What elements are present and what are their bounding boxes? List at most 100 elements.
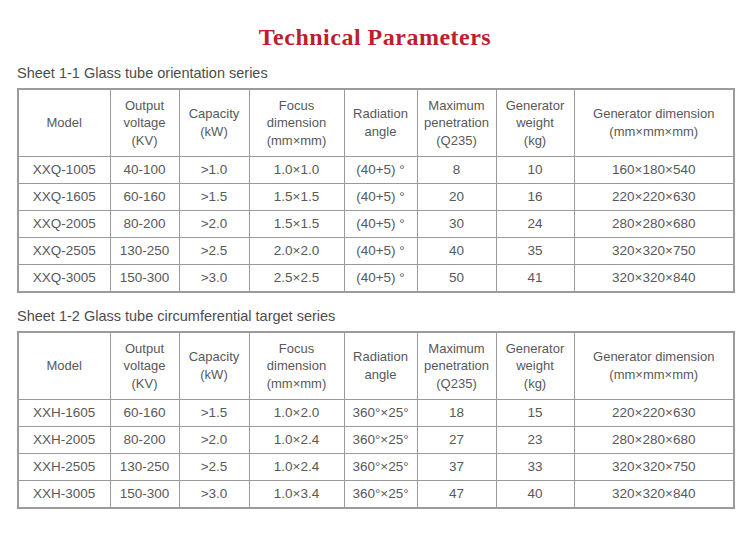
table-cell: 130-250 (110, 454, 179, 481)
column-header: Generator weight (kg) (496, 89, 574, 157)
table-cell: XXH-3005 (18, 481, 110, 509)
table-cell: >3.0 (179, 265, 249, 293)
table-cell: 35 (496, 238, 574, 265)
column-header: Generator dimension (mm×mm×mm) (574, 332, 734, 400)
column-header: Model (18, 89, 110, 157)
table-cell: XXH-2505 (18, 454, 110, 481)
column-header: Capacity (kW) (179, 332, 249, 400)
table-cell: 280×280×680 (574, 427, 734, 454)
table-cell: 360°×25° (344, 400, 417, 427)
header-row: ModelOutput voltage (KV)Capacity (kW)Foc… (18, 332, 734, 400)
table-cell: 320×320×840 (574, 265, 734, 293)
column-header: Capacity (kW) (179, 89, 249, 157)
table-cell: >1.5 (179, 184, 249, 211)
table-cell: 1.0×2.4 (249, 427, 344, 454)
sheet-1-2-label: Sheet 1-2 Glass tube circumferential tar… (17, 308, 733, 324)
table-cell: 2.0×2.0 (249, 238, 344, 265)
table-row: XXQ-3005150-300>3.02.5×2.5(40+5) °504132… (18, 265, 734, 293)
table-row: XXH-2505130-250>2.51.0×2.4360°×25°373332… (18, 454, 734, 481)
table-cell: (40+5) ° (344, 211, 417, 238)
table-cell: 47 (417, 481, 496, 509)
column-header: Maximum penetration (Q235) (417, 89, 496, 157)
table-cell: 220×220×630 (574, 400, 734, 427)
table-cell: 1.0×2.0 (249, 400, 344, 427)
column-header: Focus dimension (mm×mm) (249, 332, 344, 400)
table-cell: 1.0×3.4 (249, 481, 344, 509)
table-cell: 16 (496, 184, 574, 211)
table-cell: 40-100 (110, 157, 179, 184)
table-row: XXH-200580-200>2.01.0×2.4360°×25°2723280… (18, 427, 734, 454)
table-cell: 1.5×1.5 (249, 211, 344, 238)
table-cell: XXQ-1605 (18, 184, 110, 211)
table-cell: 1.0×2.4 (249, 454, 344, 481)
table-row: XXH-160560-160>1.51.0×2.0360°×25°1815220… (18, 400, 734, 427)
table-cell: 24 (496, 211, 574, 238)
page-title: Technical Parameters (17, 0, 733, 51)
table-cell: XXQ-2005 (18, 211, 110, 238)
table-cell: 220×220×630 (574, 184, 734, 211)
column-header: Radiation angle (344, 332, 417, 400)
table-cell: 320×320×750 (574, 454, 734, 481)
table-cell: >3.0 (179, 481, 249, 509)
table-cell: 320×320×840 (574, 481, 734, 509)
table-cell: 60-160 (110, 400, 179, 427)
table-cell: 8 (417, 157, 496, 184)
table-cell: >2.0 (179, 427, 249, 454)
table-cell: >2.5 (179, 454, 249, 481)
sheet-1-2-table-body: XXH-160560-160>1.51.0×2.0360°×25°1815220… (18, 400, 734, 509)
table-cell: 280×280×680 (574, 211, 734, 238)
table-cell: XXQ-3005 (18, 265, 110, 293)
table-cell: 320×320×750 (574, 238, 734, 265)
table-cell: 360°×25° (344, 454, 417, 481)
sheet-1-1-table: ModelOutput voltage (KV)Capacity (kW)Foc… (17, 88, 735, 293)
table-cell: 130-250 (110, 238, 179, 265)
table-row: XXQ-160560-160>1.51.5×1.5(40+5) °2016220… (18, 184, 734, 211)
table-cell: 10 (496, 157, 574, 184)
sheet-1-1-label: Sheet 1-1 Glass tube orientation series (17, 65, 733, 81)
column-header: Model (18, 332, 110, 400)
column-header: Focus dimension (mm×mm) (249, 89, 344, 157)
column-header: Maximum penetration (Q235) (417, 332, 496, 400)
table-cell: (40+5) ° (344, 238, 417, 265)
table-cell: 150-300 (110, 481, 179, 509)
column-header: Output voltage (KV) (110, 89, 179, 157)
table-cell: >2.0 (179, 211, 249, 238)
table-cell: 23 (496, 427, 574, 454)
table-cell: 80-200 (110, 427, 179, 454)
technical-parameters-page: Technical Parameters Sheet 1-1 Glass tub… (17, 0, 733, 509)
table-cell: 27 (417, 427, 496, 454)
table-cell: XXQ-2505 (18, 238, 110, 265)
table-cell: >1.5 (179, 400, 249, 427)
table-row: XXH-3005150-300>3.01.0×3.4360°×25°474032… (18, 481, 734, 509)
table-cell: >2.5 (179, 238, 249, 265)
table-cell: 33 (496, 454, 574, 481)
table-row: XXQ-200580-200>2.01.5×1.5(40+5) °3024280… (18, 211, 734, 238)
table-cell: 20 (417, 184, 496, 211)
sheet-1-2-table: ModelOutput voltage (KV)Capacity (kW)Foc… (17, 331, 735, 509)
table-cell: (40+5) ° (344, 157, 417, 184)
sheet-1-2-table-header: ModelOutput voltage (KV)Capacity (kW)Foc… (18, 332, 734, 400)
table-cell: XXH-2005 (18, 427, 110, 454)
sheet-1-1-table-header: ModelOutput voltage (KV)Capacity (kW)Foc… (18, 89, 734, 157)
table-cell: 37 (417, 454, 496, 481)
column-header: Radiation angle (344, 89, 417, 157)
table-cell: (40+5) ° (344, 265, 417, 293)
table-cell: 41 (496, 265, 574, 293)
table-cell: 2.5×2.5 (249, 265, 344, 293)
table-cell: 1.0×1.0 (249, 157, 344, 184)
table-row: XXQ-2505130-250>2.52.0×2.0(40+5) °403532… (18, 238, 734, 265)
table-cell: 160×180×540 (574, 157, 734, 184)
table-cell: 50 (417, 265, 496, 293)
table-cell: 40 (496, 481, 574, 509)
table-cell: 15 (496, 400, 574, 427)
table-cell: 1.5×1.5 (249, 184, 344, 211)
table-cell: 360°×25° (344, 427, 417, 454)
table-cell: 18 (417, 400, 496, 427)
table-cell: 360°×25° (344, 481, 417, 509)
table-cell: 30 (417, 211, 496, 238)
sheet-1-1-table-body: XXQ-100540-100>1.01.0×1.0(40+5) °810160×… (18, 157, 734, 293)
table-cell: 40 (417, 238, 496, 265)
column-header: Generator weight (kg) (496, 332, 574, 400)
column-header: Output voltage (KV) (110, 332, 179, 400)
table-cell: >1.0 (179, 157, 249, 184)
